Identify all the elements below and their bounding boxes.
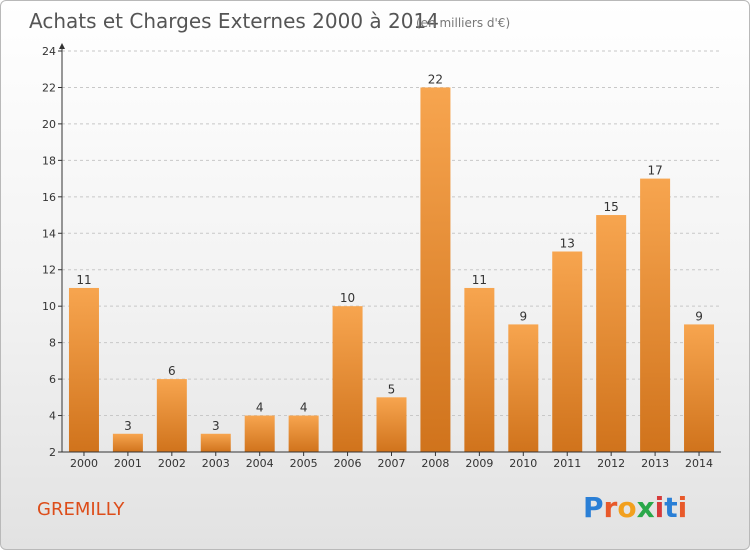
x-tick-label: 2005 [290, 457, 318, 470]
x-tick-label: 2004 [246, 457, 274, 470]
y-tick-label: 14 [42, 227, 56, 240]
y-tick-label: 18 [42, 154, 56, 167]
x-tick-label: 2009 [465, 457, 493, 470]
bar [200, 433, 231, 452]
data-label: 13 [560, 237, 575, 251]
y-tick-label: 6 [49, 373, 56, 386]
y-tick-label: 10 [42, 300, 56, 313]
data-label: 5 [388, 382, 396, 396]
x-tick-label: 2013 [641, 457, 669, 470]
data-label: 10 [340, 291, 355, 305]
proxiti-logo: Proxiti [583, 491, 687, 524]
x-tick-label: 2003 [202, 457, 230, 470]
y-tick-label: 12 [42, 264, 56, 277]
logo-letter: x [637, 491, 655, 524]
data-label: 15 [604, 200, 619, 214]
data-label: 9 [695, 309, 703, 323]
logo-letter: o [617, 491, 636, 524]
x-tick-label: 2001 [114, 457, 142, 470]
y-tick-label: 22 [42, 81, 56, 94]
logo-letter: t [664, 491, 677, 524]
y-axis-arrow [59, 43, 65, 49]
bar [508, 324, 539, 452]
x-tick-label: 2011 [553, 457, 581, 470]
data-label: 6 [168, 364, 176, 378]
data-label: 17 [647, 164, 662, 178]
x-tick-label: 2007 [378, 457, 406, 470]
data-label: 9 [519, 309, 527, 323]
bar [112, 433, 143, 452]
chart-title: Achats et Charges Externes 2000 à 2014 [29, 9, 439, 33]
logo-letter: r [604, 491, 618, 524]
y-tick-label: 8 [49, 337, 56, 350]
bar [244, 415, 275, 452]
x-tick-label: 2014 [685, 457, 713, 470]
bar [376, 397, 407, 452]
x-tick-label: 2010 [509, 457, 537, 470]
unit-note: (en milliers d'€) [416, 16, 510, 30]
y-tick-label: 20 [42, 118, 56, 131]
x-tick-label: 2002 [158, 457, 186, 470]
data-label: 11 [472, 273, 487, 287]
bar [332, 306, 363, 452]
bar [68, 287, 99, 452]
y-tick-label: 4 [49, 410, 56, 423]
data-label: 4 [256, 401, 264, 415]
y-tick-label: 16 [42, 191, 56, 204]
data-label: 3 [212, 419, 220, 433]
bar [420, 87, 451, 453]
y-tick-label: 2 [49, 446, 56, 459]
x-tick-label: 2000 [70, 457, 98, 470]
x-tick-label: 2008 [421, 457, 449, 470]
bar [288, 415, 319, 452]
bar [596, 215, 627, 452]
logo-letter: i [655, 491, 665, 524]
x-tick-label: 2012 [597, 457, 625, 470]
bar [640, 178, 671, 452]
commune-name: GREMILLY [37, 499, 125, 520]
data-label: 4 [300, 401, 308, 415]
logo-letter: i [678, 491, 688, 524]
bar [464, 287, 495, 452]
bar [552, 251, 583, 452]
y-tick-label: 24 [42, 45, 56, 58]
bar [156, 379, 187, 452]
bar-layer: 11 3 6 3 4 4 10 5 22 11 9 13 15 17 9 [68, 72, 715, 453]
bar [684, 324, 715, 452]
data-label: 22 [428, 72, 443, 86]
x-tick-label: 2006 [334, 457, 362, 470]
data-label: 3 [124, 419, 132, 433]
logo-letter: P [583, 491, 604, 524]
data-label: 11 [76, 273, 91, 287]
